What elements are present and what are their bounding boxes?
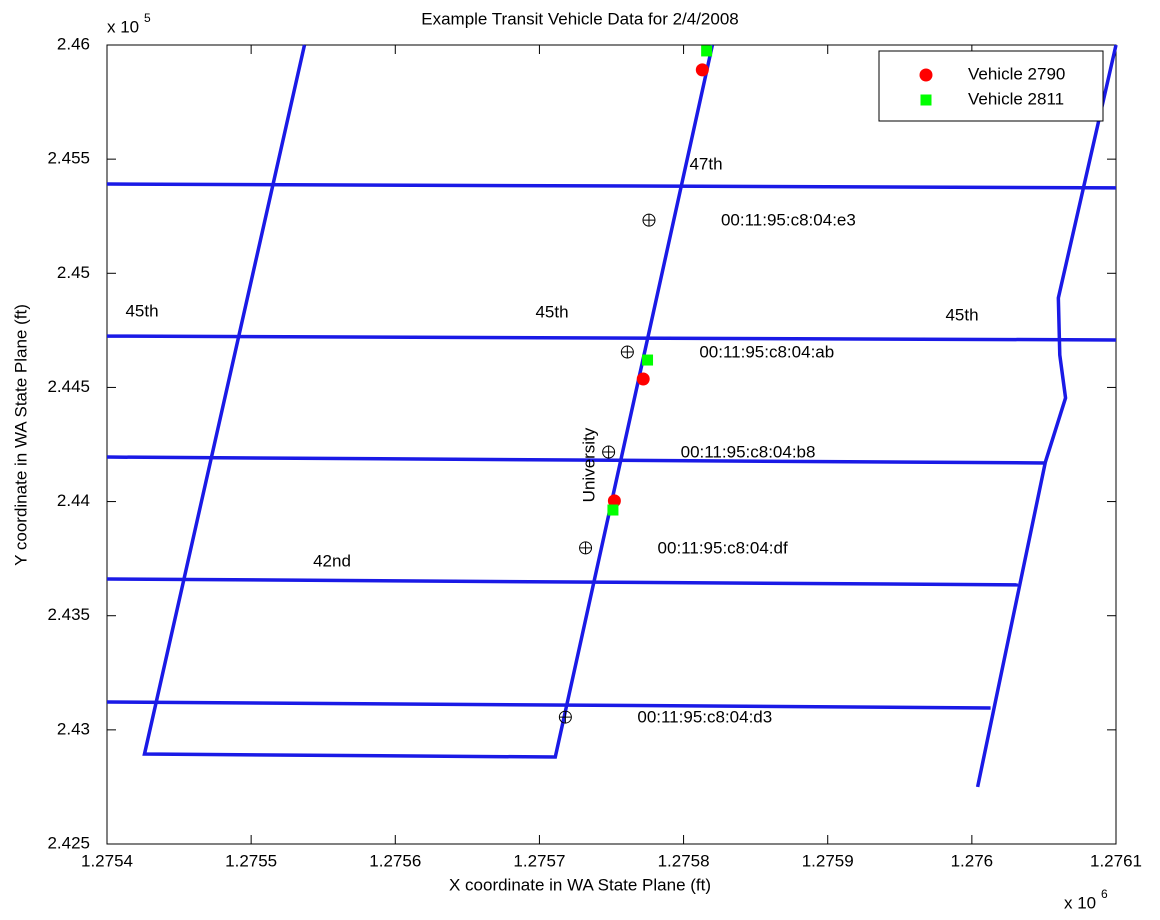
y-multiplier: x 10 [107,17,139,36]
access-point [579,541,593,555]
road [975,44,1118,788]
y-axis-label: Y coordinate in WA State Plane (ft) [11,304,30,566]
y-tick-label: 2.44 [57,491,90,510]
vehicle-point [607,494,621,508]
access-point-cross [642,214,655,227]
vehicle-point [642,354,654,366]
access-point-label: 00:11:95:c8:04:d3 [637,708,772,727]
road [106,334,1117,342]
road [106,700,991,710]
access-point [602,445,616,459]
street-label: University [579,427,598,502]
road [142,44,715,759]
access-point-label: 00:11:95:c8:04:e3 [721,211,856,230]
axes-box [106,44,1117,845]
vehicle-point [636,372,650,386]
vehicle-point [695,63,709,77]
x-tick-label: 1.2754 [81,851,133,870]
y-tick-label: 2.445 [47,377,90,396]
y-multiplier-exponent: 5 [144,11,151,25]
access-point-label: 00:11:95:c8:04:df [658,538,788,557]
road [106,182,1117,190]
access-point [620,345,634,359]
street-label: 42nd [313,551,351,570]
x-tick-label: 1.276 [951,851,994,870]
street-label: 45th [945,305,978,324]
x-tick-label: 1.2757 [513,851,565,870]
x-axis-label: X coordinate in WA State Plane (ft) [449,875,711,894]
x-tick-label: 1.2759 [802,851,854,870]
y-tick-label: 2.425 [47,833,90,852]
legend-label: Vehicle 2790 [968,64,1065,83]
access-point [558,710,572,724]
access-point-cross [621,346,634,359]
y-tick-label: 2.46 [57,34,90,53]
access-point-label: 00:11:95:c8:04:ab [699,343,834,362]
y-tick-label: 2.455 [47,149,90,168]
road [106,577,1018,587]
y-tick-label: 2.45 [57,263,90,282]
x-tick-label: 1.2755 [225,851,277,870]
legend-marker [919,68,933,82]
access-point [642,213,656,227]
access-point-cross [602,446,615,459]
x-tick-label: 1.2761 [1090,851,1142,870]
legend-marker [920,94,932,106]
x-tick-label: 1.2758 [658,851,710,870]
chart-title: Example Transit Vehicle Data for 2/4/200… [421,9,739,28]
access-point-cross [559,711,572,724]
x-multiplier-exponent: 6 [1101,887,1108,901]
y-tick-label: 2.43 [57,719,90,738]
street-label: 45th [125,301,158,320]
legend-box [878,50,1104,122]
legend-label: Vehicle 2811 [968,89,1064,108]
access-point-label: 00:11:95:c8:04:b8 [681,443,816,462]
road [106,455,1046,465]
vehicle-point [701,45,713,57]
access-point-cross [579,541,592,554]
street-label: 45th [535,302,568,321]
street-label: 47th [689,154,722,173]
x-multiplier: x 10 [1064,893,1096,912]
x-tick-label: 1.2756 [369,851,421,870]
y-tick-label: 2.435 [47,605,90,624]
vehicle-point [607,504,619,516]
